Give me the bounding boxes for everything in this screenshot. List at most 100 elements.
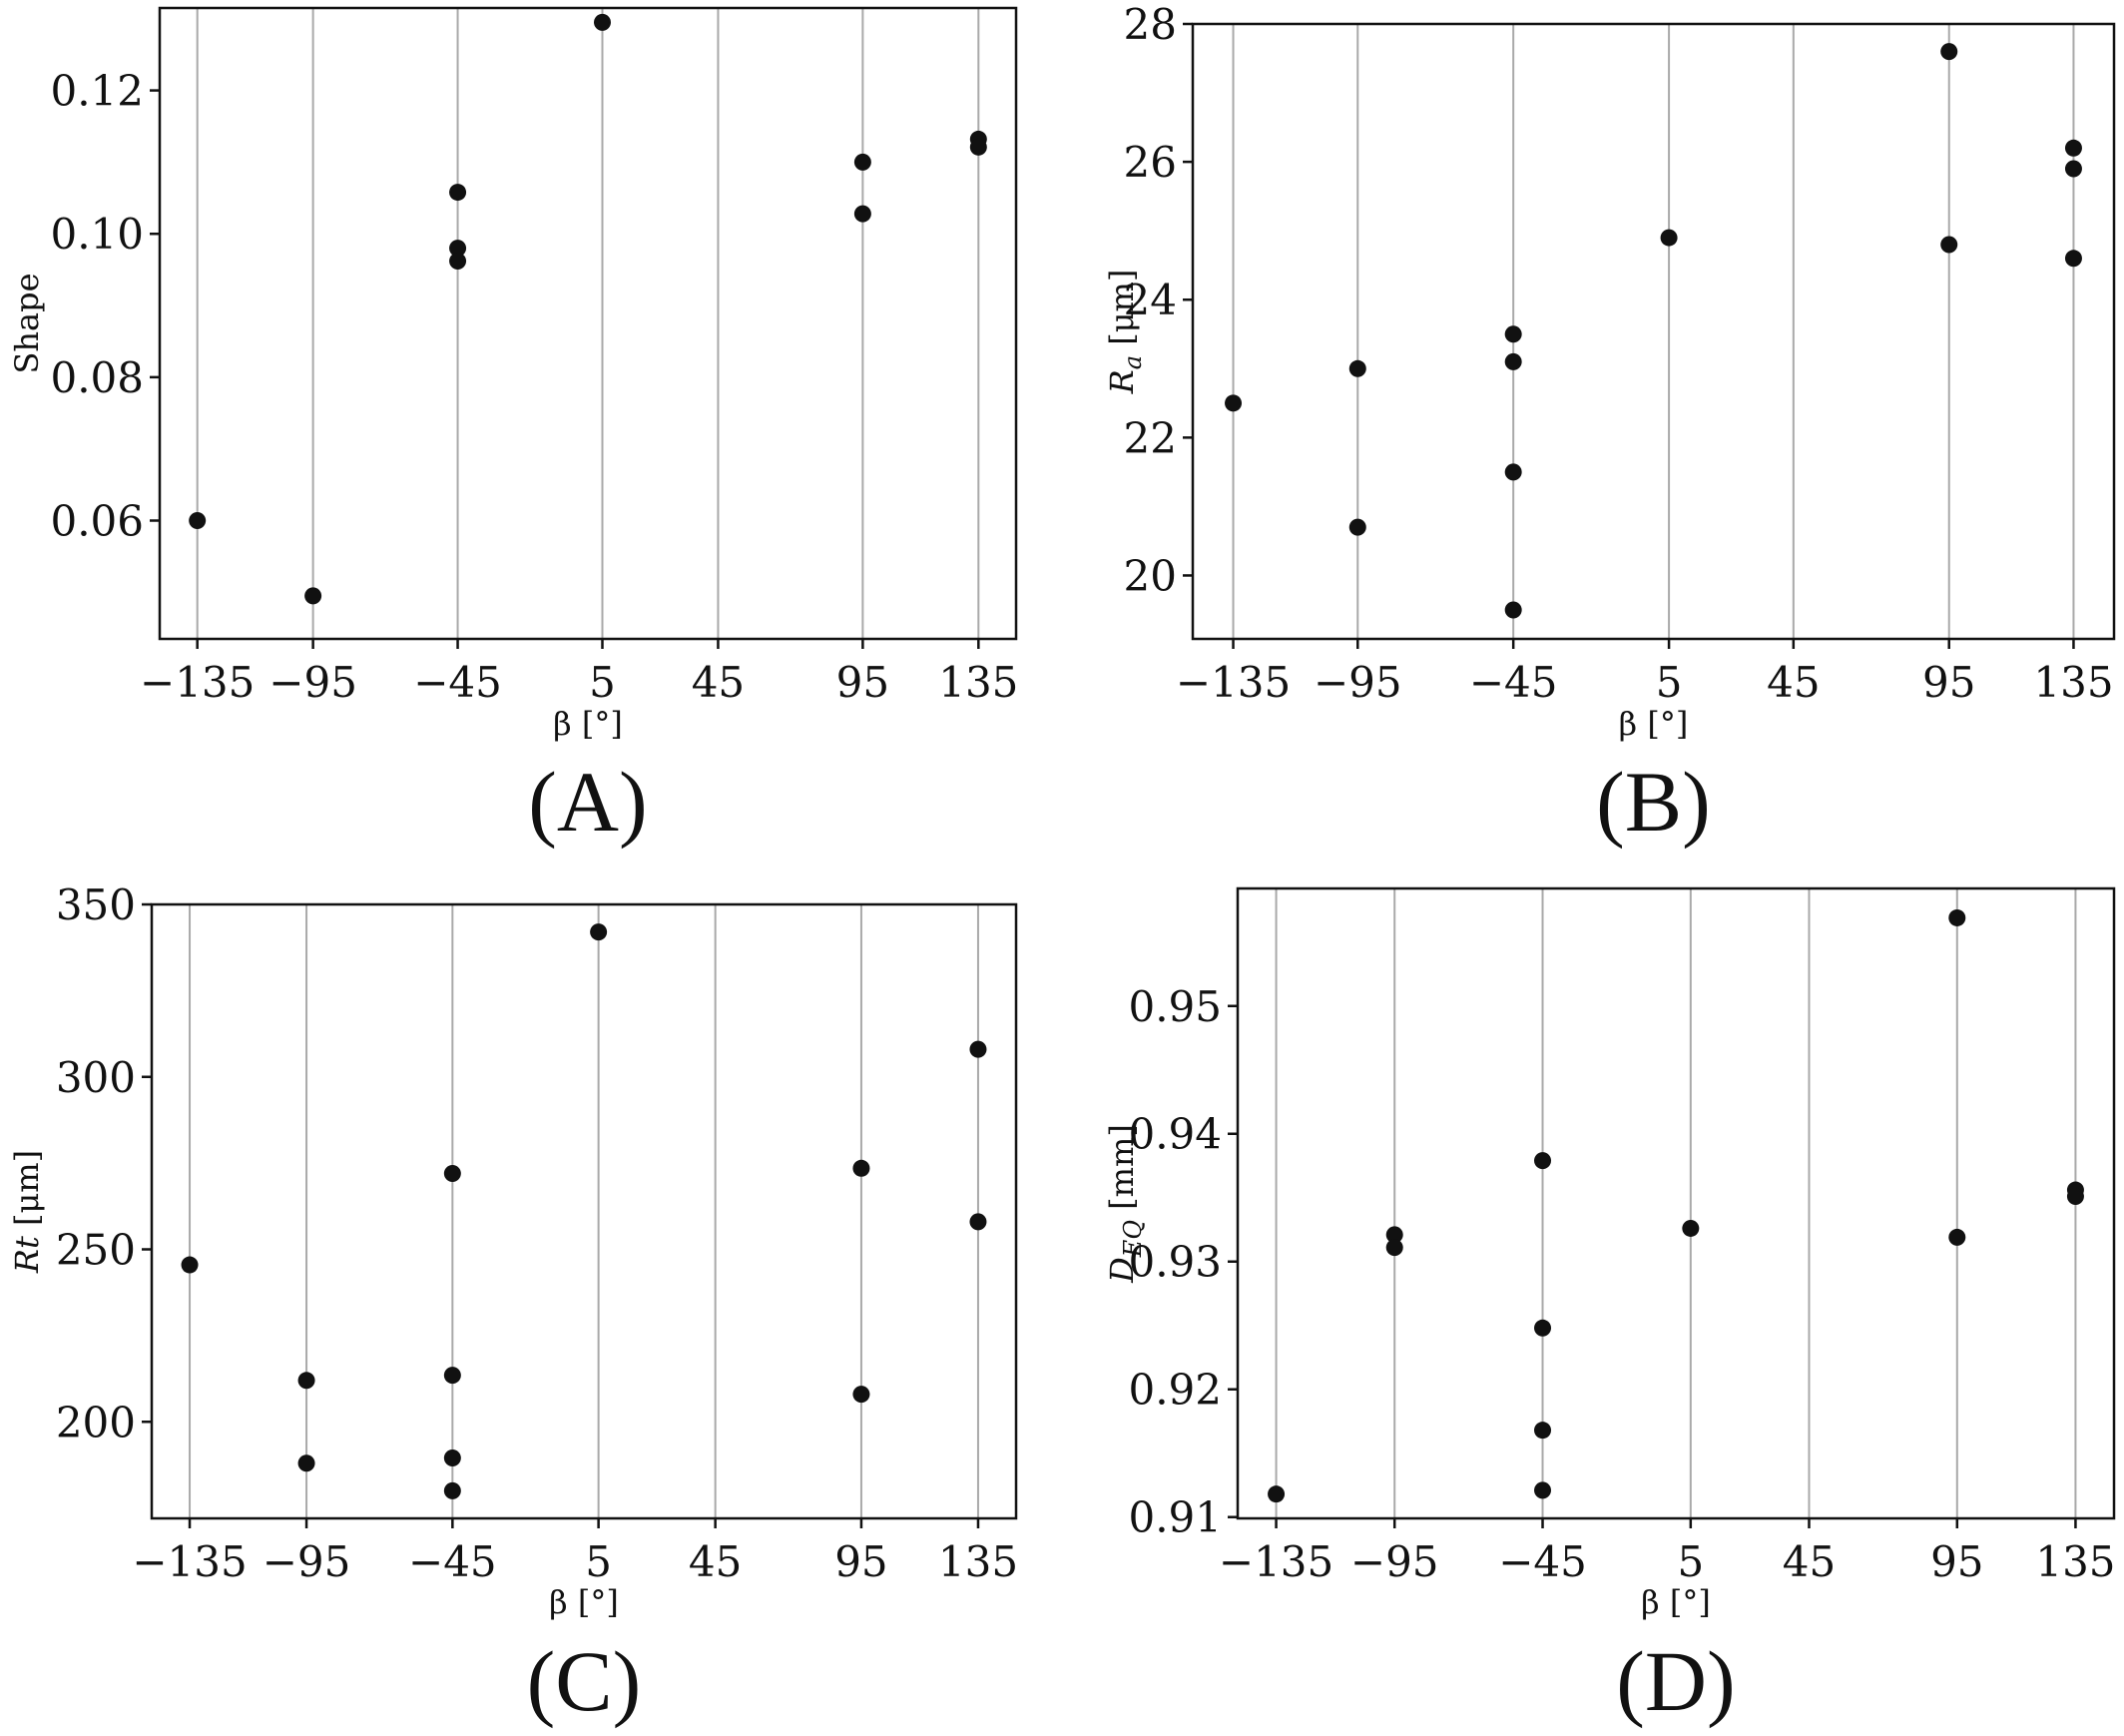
x-tick-label: 45 [692,658,745,707]
y-tick-label: 0.91 [1128,1493,1222,1542]
data-point [1682,1219,1700,1237]
y-tick-label: 0.92 [1128,1366,1222,1415]
data-point [449,240,467,258]
panel-label: (C) [527,1633,642,1729]
data-point [1534,1422,1552,1440]
data-point [969,1040,987,1058]
plot-frame [150,902,1018,1520]
x-tick-label: 45 [689,1537,742,1586]
panel-label: (B) [1596,754,1711,850]
data-point [1948,1228,1966,1246]
x-axis-label: β [°] [1641,1583,1711,1621]
y-tick-label: 20 [1124,551,1177,600]
data-point [852,1159,870,1177]
y-tick-label: 0.08 [50,353,144,402]
x-tick-label: 5 [1656,658,1683,707]
panel-label: (A) [528,754,647,850]
y-tick-label: 350 [56,880,136,929]
data-point [1348,518,1366,536]
data-point [1385,1239,1403,1257]
data-point [2064,160,2082,178]
y-tick-label: 300 [56,1053,136,1102]
data-point [1534,1481,1552,1499]
data-point [969,138,987,156]
x-tick-label: 45 [1783,1537,1836,1586]
data-point [304,587,322,605]
data-point [852,1386,870,1404]
data-point [2066,1187,2084,1205]
data-point [443,1449,461,1467]
data-point [1348,359,1366,377]
y-tick-label: 26 [1124,138,1177,187]
data-point [1948,908,1966,926]
x-tick-label: −45 [413,658,502,707]
data-point [1225,394,1243,412]
panel-d-deq-plot: −135 −95 −45 5 45 95 135 0.91 0.92 0.93 0.94 0.95 β … [1103,886,2116,1729]
x-tick-label: 135 [2033,658,2113,707]
y-tick-label: 22 [1124,413,1177,462]
x-tick-label: −95 [268,658,357,707]
y-tick-label: 0.95 [1128,982,1222,1031]
data-point [1660,229,1678,247]
data-point [297,1372,315,1390]
plot-frame [158,6,1018,641]
x-tick-label: −45 [408,1537,497,1586]
y-axis-label: Rt [μm] [8,1150,46,1274]
x-tick-label: −135 [132,1537,247,1586]
data-point [1940,236,1958,254]
x-tick-label: −45 [1469,658,1558,707]
data-point [1504,601,1522,619]
data-point [1504,325,1522,343]
panel-label: (D) [1616,1633,1735,1729]
y-axis-label: Ra [μm] [1103,270,1147,395]
x-tick-label: −135 [1219,1537,1333,1586]
x-tick-label: −135 [1176,658,1291,707]
data-point [1940,43,1958,61]
data-point [443,1481,461,1499]
data-point [590,923,608,941]
plot-frame [1236,886,2116,1520]
y-tick-label: 0.06 [50,497,144,546]
y-axis-label: DEQ [mm] [1103,1124,1147,1284]
data-point [189,512,207,529]
data-point [1385,1226,1403,1244]
y-tick-label: 200 [56,1398,136,1447]
plot-frame [1191,22,2116,641]
data-point [1504,463,1522,481]
x-tick-label: −45 [1498,1537,1587,1586]
panel-b-ra-plot: −135 −95 −45 5 45 95 135 20 22 24 26 28 β [°] Ra [μm]… [1103,0,2116,850]
x-tick-label: 95 [834,1537,887,1586]
x-tick-label: 95 [1922,658,1975,707]
data-point [449,184,467,202]
y-tick-label: 250 [56,1226,136,1275]
x-tick-label: 135 [938,1537,1018,1586]
y-tick-label: 0.12 [50,67,144,116]
data-point [2064,139,2082,157]
x-tick-label: 95 [836,658,889,707]
x-tick-label: 45 [1767,658,1820,707]
x-tick-label: −95 [1314,658,1402,707]
x-tick-label: 135 [938,658,1018,707]
x-tick-label: −135 [140,658,255,707]
data-point [181,1256,199,1274]
data-point [449,253,467,271]
data-point [969,1213,987,1231]
data-point [2064,250,2082,268]
data-point [1268,1485,1286,1503]
panel-a-shape-plot: −135 −95 −45 5 45 95 135 0.06 0.08 0.10 0.12 β [°] S… [8,6,1018,850]
data-point [853,153,871,171]
data-point [593,13,611,31]
x-tick-label: −95 [263,1537,351,1586]
data-point [1534,1319,1552,1337]
panel-c-rt-plot: −135 −95 −45 5 45 95 135 200 250 300 350 β [°] Rt [μ… [8,880,1018,1729]
data-point [853,205,871,223]
x-axis-label: β [°] [549,1583,619,1621]
x-tick-label: 5 [589,658,616,707]
data-point [443,1367,461,1385]
y-tick-label: 0.94 [1128,1110,1222,1159]
y-tick-label: 0.93 [1128,1238,1222,1287]
x-tick-label: 5 [1677,1537,1704,1586]
x-tick-label: 95 [1930,1537,1983,1586]
x-tick-label: 135 [2035,1537,2115,1586]
